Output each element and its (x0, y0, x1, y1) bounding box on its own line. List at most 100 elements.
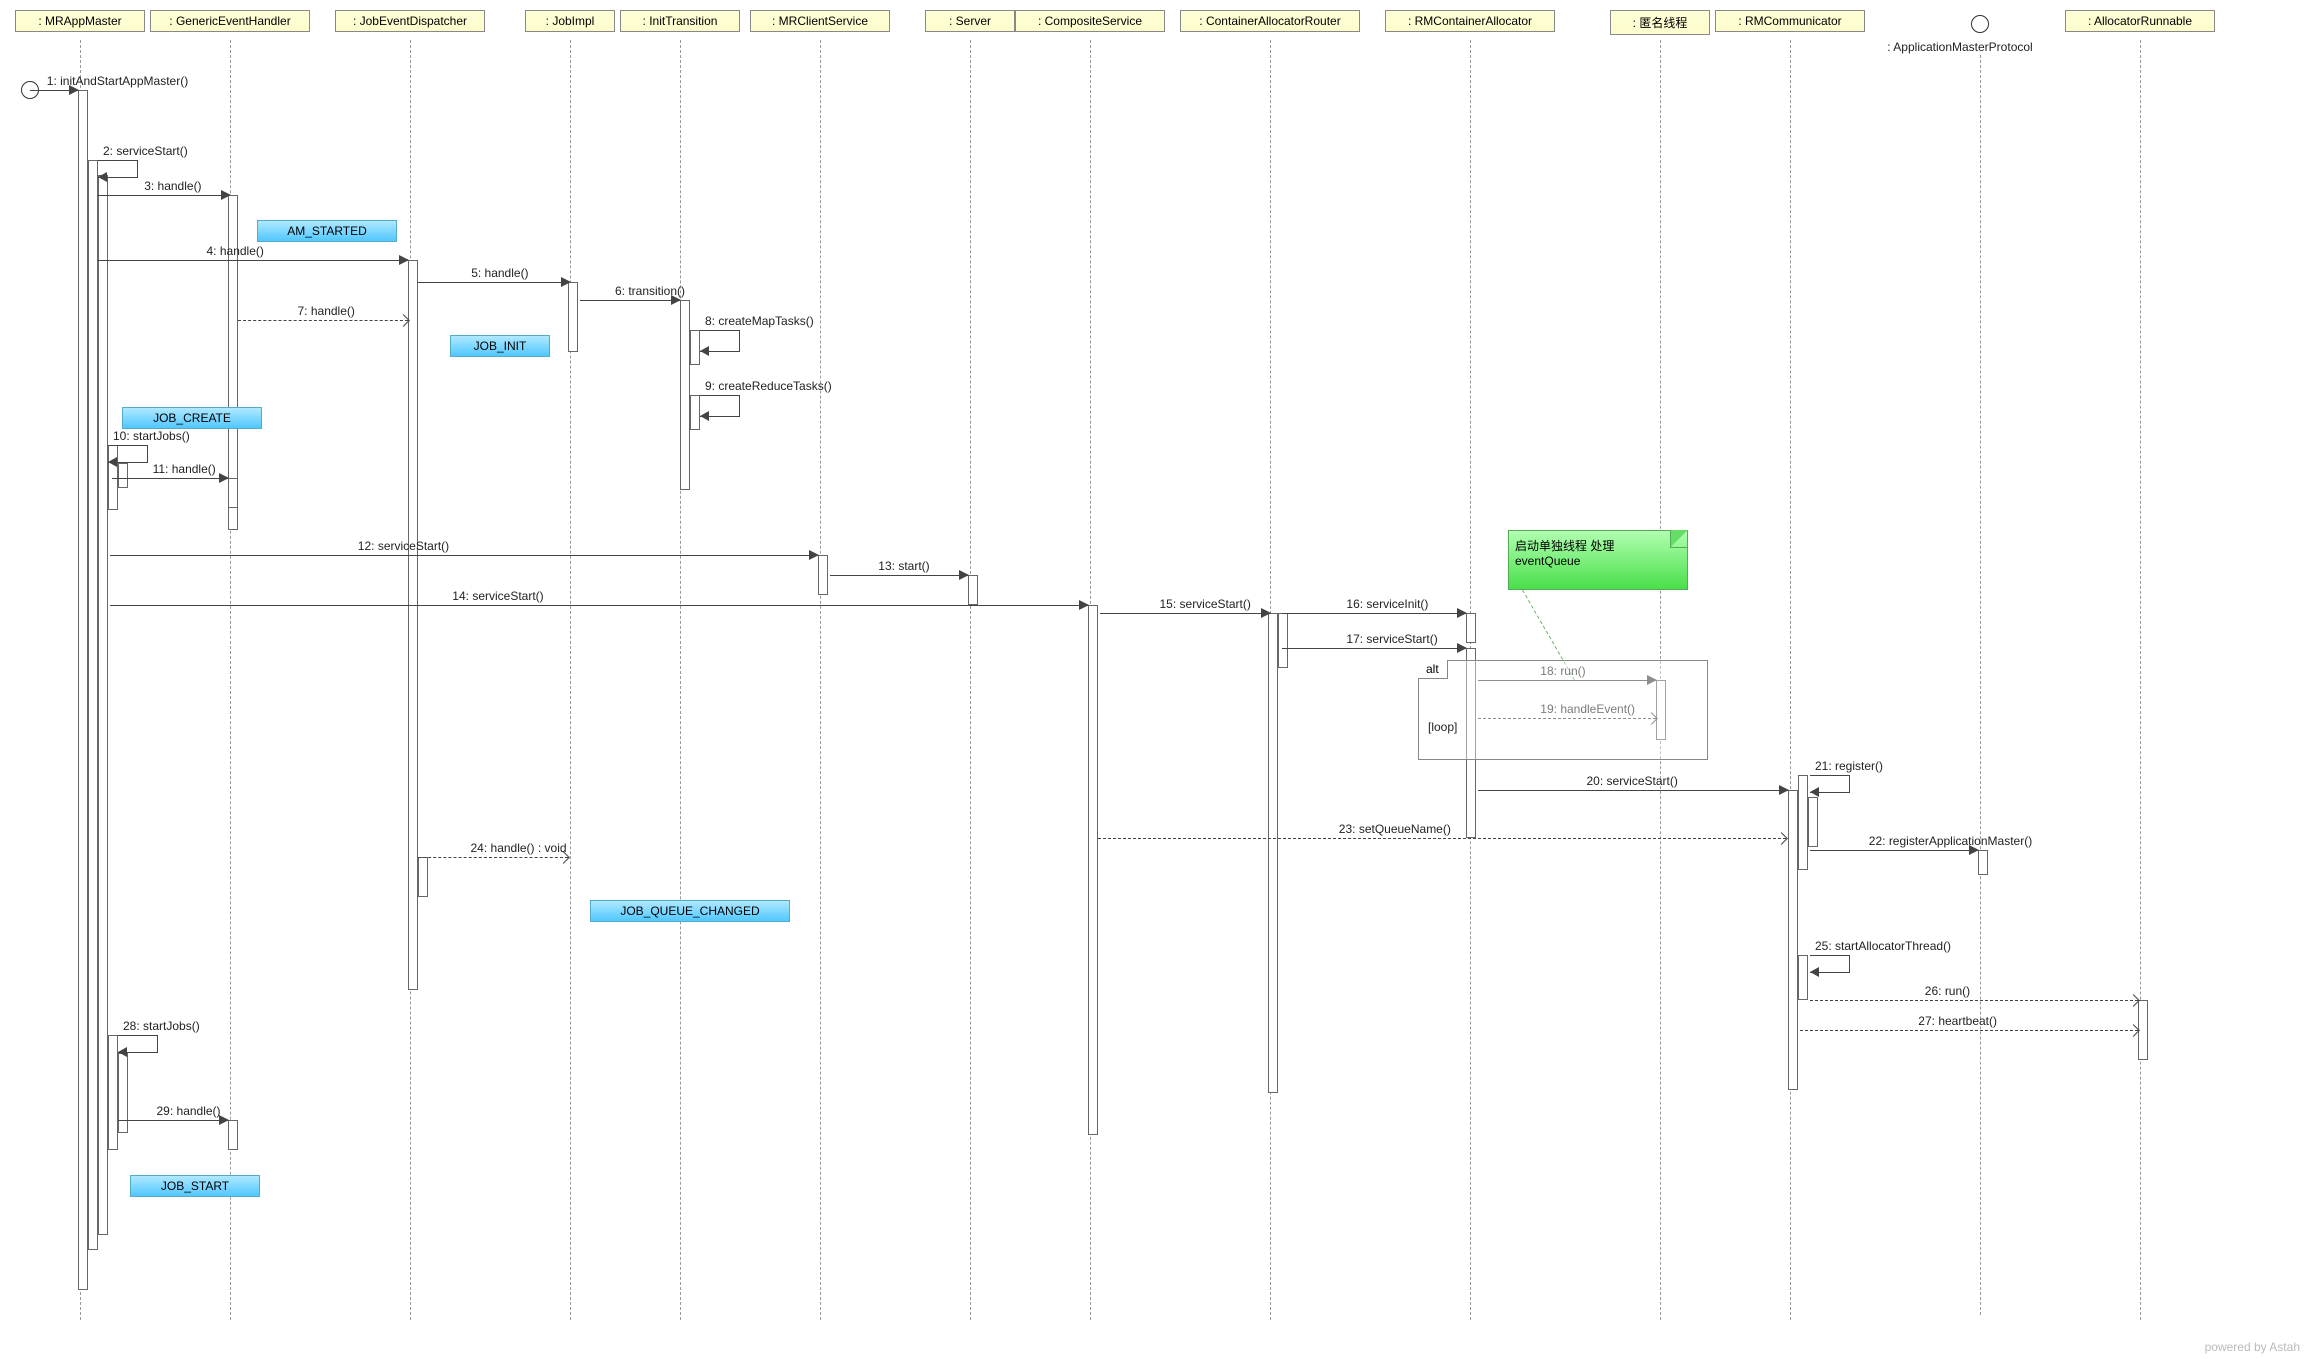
activation-4 (118, 463, 128, 488)
watermark: powered by Astah (2205, 1340, 2300, 1354)
lifeline-ContainerAllocatorRouter: : ContainerAllocatorRouter (1180, 10, 1360, 32)
msg-label-10: 10: startJobs() (113, 429, 190, 443)
msg-12 (110, 555, 818, 556)
fragment-label: alt (1418, 660, 1448, 679)
lifeline-dash-RMCommunicator (1790, 40, 1791, 1320)
lifeline-MRAppMaster: : MRAppMaster (15, 10, 145, 32)
activation-18 (1466, 613, 1476, 643)
note-eventqueue: 启动单独线程 处理eventQueue (1508, 530, 1688, 590)
msg-9 (700, 395, 740, 417)
activation-1 (88, 160, 98, 1250)
msg-23 (1098, 838, 1786, 839)
activation-17 (1278, 613, 1288, 668)
msg-3 (98, 195, 230, 196)
msg-2 (98, 160, 138, 178)
msg-label-22: 22: registerApplicationMaster() (1869, 834, 2032, 848)
lifeline-dash-Server (970, 40, 971, 1320)
msg-15 (1100, 613, 1270, 614)
activation-12 (690, 395, 700, 430)
msg-label-26: 26: run() (1925, 984, 1970, 998)
activation-0 (78, 90, 88, 1290)
lifeline-RMCommunicator: : RMCommunicator (1715, 10, 1865, 32)
msg-label-14: 14: serviceStart() (452, 589, 543, 603)
msg-label-5: 5: handle() (471, 266, 528, 280)
note-line2: eventQueue (1515, 554, 1681, 568)
lifeline-Server: : Server (925, 10, 1015, 32)
activation-10 (680, 300, 690, 490)
activation-13 (818, 555, 828, 595)
msg-label-29: 29: handle() (157, 1104, 221, 1118)
msg-label-11: 11: handle() (153, 462, 216, 476)
activation-7 (408, 260, 418, 990)
tag-2: JOB_CREATE (122, 407, 262, 429)
msg-label-27: 27: heartbeat() (1918, 1014, 1997, 1028)
msg-8 (700, 330, 740, 352)
msg-1 (30, 90, 78, 91)
msg-label-3: 3: handle() (144, 179, 201, 193)
fragment-alt (1418, 660, 1708, 760)
activation-22 (1798, 775, 1808, 870)
activation-24 (1978, 850, 1988, 875)
activation-16 (1268, 613, 1278, 1093)
msg-label-2: 2: serviceStart() (103, 144, 188, 158)
msg-label-8: 8: createMapTasks() (705, 314, 814, 328)
lifeline-dash-InitTransition (680, 40, 681, 1320)
msg-14 (110, 605, 1088, 606)
msg-label-7: 7: handle() (298, 304, 355, 318)
lifeline-匿名线程: : 匿名线程 (1610, 10, 1710, 35)
msg-label-28: 28: startJobs() (123, 1019, 200, 1033)
tag-1: JOB_INIT (450, 335, 550, 357)
msg-7 (238, 320, 408, 321)
lifeline-dash-protocol (1980, 55, 1981, 1315)
msg-label-24: 24: handle() : void (471, 841, 567, 855)
lifeline-JobEventDispatcher: : JobEventDispatcher (335, 10, 485, 32)
activation-15 (1088, 605, 1098, 1135)
msg-4 (98, 260, 408, 261)
msg-13 (830, 575, 968, 576)
msg-29 (118, 1120, 228, 1121)
activation-8 (418, 857, 428, 897)
msg-5 (418, 282, 570, 283)
activation-9 (568, 282, 578, 352)
activation-25 (1798, 955, 1808, 1000)
msg-24 (418, 857, 568, 858)
lifeline-RMContainerAllocator: : RMContainerAllocator (1385, 10, 1555, 32)
activation-21 (1788, 790, 1798, 1090)
msg-11 (112, 478, 228, 479)
msg-20 (1478, 790, 1788, 791)
lifeline-MRClientService: : MRClientService (750, 10, 890, 32)
msg-label-25: 25: startAllocatorThread() (1815, 939, 1951, 953)
activation-26 (108, 1035, 118, 1150)
tag-4: JOB_START (130, 1175, 260, 1197)
lifeline-AllocatorRunnable: : AllocatorRunnable (2065, 10, 2215, 32)
msg-label-6: 6: transition() (615, 284, 685, 298)
msg-25 (1810, 955, 1850, 973)
protocol-label: : ApplicationMasterProtocol (1860, 40, 2060, 54)
msg-label-21: 21: register() (1815, 759, 1883, 773)
tag-3: JOB_QUEUE_CHANGED (590, 900, 790, 922)
msg-26 (1810, 1000, 2138, 1001)
lifeline-dash-MRClientService (820, 40, 821, 1320)
msg-label-12: 12: serviceStart() (358, 539, 449, 553)
activation-23 (1808, 797, 1818, 847)
msg-6 (580, 300, 680, 301)
msg-label-15: 15: serviceStart() (1160, 597, 1251, 611)
activation-28 (228, 1120, 238, 1150)
tag-0: AM_STARTED (257, 220, 397, 242)
msg-17 (1282, 648, 1466, 649)
msg-label-9: 9: createReduceTasks() (705, 379, 832, 393)
msg-label-16: 16: serviceInit() (1346, 597, 1428, 611)
msg-22 (1810, 850, 1978, 851)
protocol-circle (1971, 15, 1989, 33)
msg-28 (118, 1035, 158, 1053)
msg-label-4: 4: handle() (207, 244, 264, 258)
lifeline-dash-JobImpl (570, 40, 571, 1320)
fragment-guard: [loop] (1428, 720, 1457, 734)
activation-27 (118, 1053, 128, 1133)
activation-11 (690, 330, 700, 365)
note-line1: 启动单独线程 处理 (1515, 537, 1681, 554)
lifeline-InitTransition: : InitTransition (620, 10, 740, 32)
note-fold (1670, 530, 1688, 548)
msg-label-17: 17: serviceStart() (1346, 632, 1437, 646)
msg-10 (108, 445, 148, 463)
